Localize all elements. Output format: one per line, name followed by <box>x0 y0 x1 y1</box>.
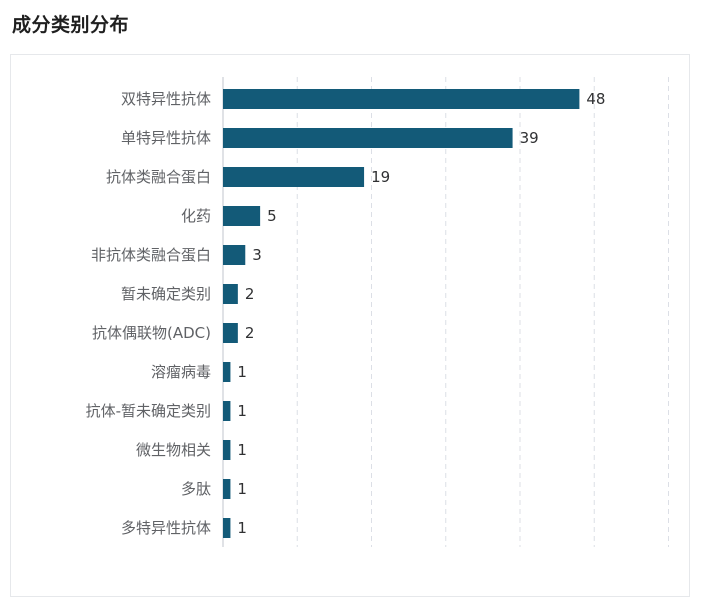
category-label: 暂未确定类别 <box>121 285 211 303</box>
category-label: 单特异性抗体 <box>121 129 211 147</box>
category-label: 溶瘤病毒 <box>151 363 211 381</box>
value-label: 2 <box>245 285 255 303</box>
category-label: 非抗体类融合蛋白 <box>91 246 211 264</box>
bar[interactable] <box>223 401 231 421</box>
value-label: 39 <box>520 129 539 147</box>
value-label: 1 <box>237 441 247 459</box>
bar-chart: 双特异性抗体 48 单特异性抗体 39 抗体类融合蛋白 19 化药 5 非抗体类融合蛋白 3 暂未确… <box>86 77 669 547</box>
bar[interactable] <box>223 245 246 265</box>
category-label: 微生物相关 <box>136 441 211 459</box>
chart-panel: 双特异性抗体 48 单特异性抗体 39 抗体类融合蛋白 19 化药 5 非抗体类融合蛋白 3 暂未确… <box>10 54 690 597</box>
category-label: 多肽 <box>181 480 211 498</box>
bar[interactable] <box>223 479 231 499</box>
category-label: 化药 <box>181 207 211 225</box>
bar[interactable] <box>223 206 261 226</box>
bar[interactable] <box>223 284 238 304</box>
bar[interactable] <box>223 167 365 187</box>
category-label: 抗体偶联物(ADC) <box>92 324 211 342</box>
value-label: 3 <box>252 246 262 264</box>
value-label: 1 <box>237 363 247 381</box>
bar[interactable] <box>223 128 513 148</box>
bar[interactable] <box>223 518 231 538</box>
value-label: 48 <box>586 90 605 108</box>
bar[interactable] <box>223 362 231 382</box>
category-label: 抗体-暂未确定类别 <box>86 402 211 420</box>
bar[interactable] <box>223 323 238 343</box>
category-label: 多特异性抗体 <box>121 519 211 537</box>
category-label: 双特异性抗体 <box>121 90 211 108</box>
value-label: 1 <box>237 519 247 537</box>
category-label: 抗体类融合蛋白 <box>106 168 211 186</box>
bar[interactable] <box>223 440 231 460</box>
page-title: 成分类别分布 <box>12 14 130 36</box>
value-label: 1 <box>237 402 247 420</box>
value-label: 5 <box>267 207 277 225</box>
bar[interactable] <box>223 89 580 109</box>
value-label: 1 <box>237 480 247 498</box>
value-label: 19 <box>371 168 390 186</box>
value-label: 2 <box>245 324 255 342</box>
